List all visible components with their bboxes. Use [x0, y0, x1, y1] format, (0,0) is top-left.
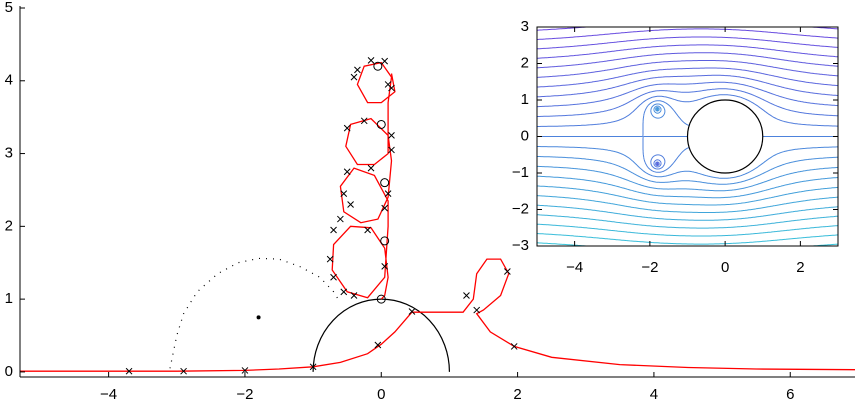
x-tick-label: −2 — [236, 386, 253, 403]
contours — [537, 27, 838, 246]
cross-marker — [384, 190, 392, 197]
x-tick-label: 2 — [796, 259, 804, 276]
streamline — [537, 105, 838, 185]
cross-marker — [381, 263, 389, 270]
cross-marker — [504, 268, 511, 275]
cross-marker — [367, 164, 375, 172]
y-tick-label: 4 — [5, 72, 13, 89]
cross-marker — [463, 292, 470, 299]
streamline — [537, 74, 838, 166]
cross-marker — [330, 226, 337, 234]
body — [312, 298, 451, 372]
cross-marker — [388, 146, 395, 154]
cross-marker — [367, 57, 375, 64]
cross-marker — [364, 226, 371, 234]
cross-marker — [343, 168, 351, 176]
circle-marker — [380, 236, 390, 246]
cross-marker — [337, 215, 344, 223]
point — [256, 315, 261, 320]
y-tick-label: 2 — [521, 54, 529, 71]
circle-marker — [376, 119, 386, 129]
x-tick-label: 0 — [721, 259, 729, 276]
cross-marker — [360, 117, 368, 125]
streamline — [537, 44, 838, 59]
cross-marker — [241, 367, 249, 374]
y-tick-label: −1 — [512, 164, 529, 181]
streamline — [537, 233, 838, 245]
x-tick-label: 6 — [786, 386, 794, 403]
streamline — [537, 28, 838, 40]
streamline — [537, 67, 838, 165]
y-tick-label: 1 — [521, 91, 529, 108]
streamline — [537, 107, 838, 199]
cross-marker — [180, 367, 187, 375]
y-tick-label: 5 — [5, 0, 13, 16]
streamline — [537, 81, 838, 167]
body — [686, 99, 764, 174]
cross-marker — [330, 273, 337, 281]
cross-marker — [326, 255, 334, 263]
streamline — [537, 204, 838, 221]
cross-marker — [388, 84, 395, 92]
trajectory — [331, 61, 396, 300]
circle-marker — [376, 294, 386, 304]
cross-marker — [354, 66, 361, 74]
cross-marker — [510, 343, 518, 350]
streamline — [537, 108, 838, 213]
streamline — [537, 36, 838, 50]
cross-marker — [350, 73, 358, 81]
cross-marker — [309, 363, 317, 371]
circle-marker — [373, 61, 383, 71]
streamline — [537, 106, 838, 192]
x-tick-label: 0 — [377, 386, 385, 403]
streamline — [537, 88, 838, 168]
y-tick-label: 3 — [5, 145, 13, 162]
cross-marker — [347, 201, 354, 208]
y-tick-label: 1 — [5, 290, 13, 307]
y-tick-label: 3 — [521, 18, 529, 35]
cross-marker — [350, 292, 358, 299]
cross-marker — [388, 132, 395, 139]
streamline — [537, 103, 838, 179]
streamline — [537, 52, 838, 69]
cross-marker — [381, 57, 389, 65]
streamline — [537, 60, 838, 165]
streamline — [537, 108, 838, 206]
x-tick-label: −2 — [641, 259, 658, 276]
cross-marker — [125, 367, 133, 375]
streamline — [537, 94, 838, 170]
streamline — [537, 223, 838, 237]
x-tick-label: −4 — [100, 386, 117, 403]
x-tick-label: −4 — [566, 259, 583, 276]
y-tick-label: −2 — [512, 200, 529, 217]
y-tick-label: 0 — [5, 363, 13, 380]
cross-marker — [381, 204, 389, 212]
x-tick-label: 4 — [650, 386, 658, 403]
circle-marker — [380, 178, 390, 188]
y-tick-label: 0 — [521, 127, 529, 144]
cross-marker — [340, 190, 348, 197]
cross-marker — [374, 341, 382, 349]
cross-marker — [473, 306, 481, 314]
cross-marker — [340, 288, 348, 296]
dotted-path — [169, 257, 341, 369]
cross-marker — [343, 124, 351, 132]
y-tick-label: 2 — [5, 217, 13, 234]
trajectory — [20, 258, 856, 372]
y-tick-label: −3 — [512, 237, 529, 254]
streamline — [537, 214, 838, 229]
cross-marker — [408, 308, 416, 315]
x-tick-label: 2 — [513, 386, 521, 403]
